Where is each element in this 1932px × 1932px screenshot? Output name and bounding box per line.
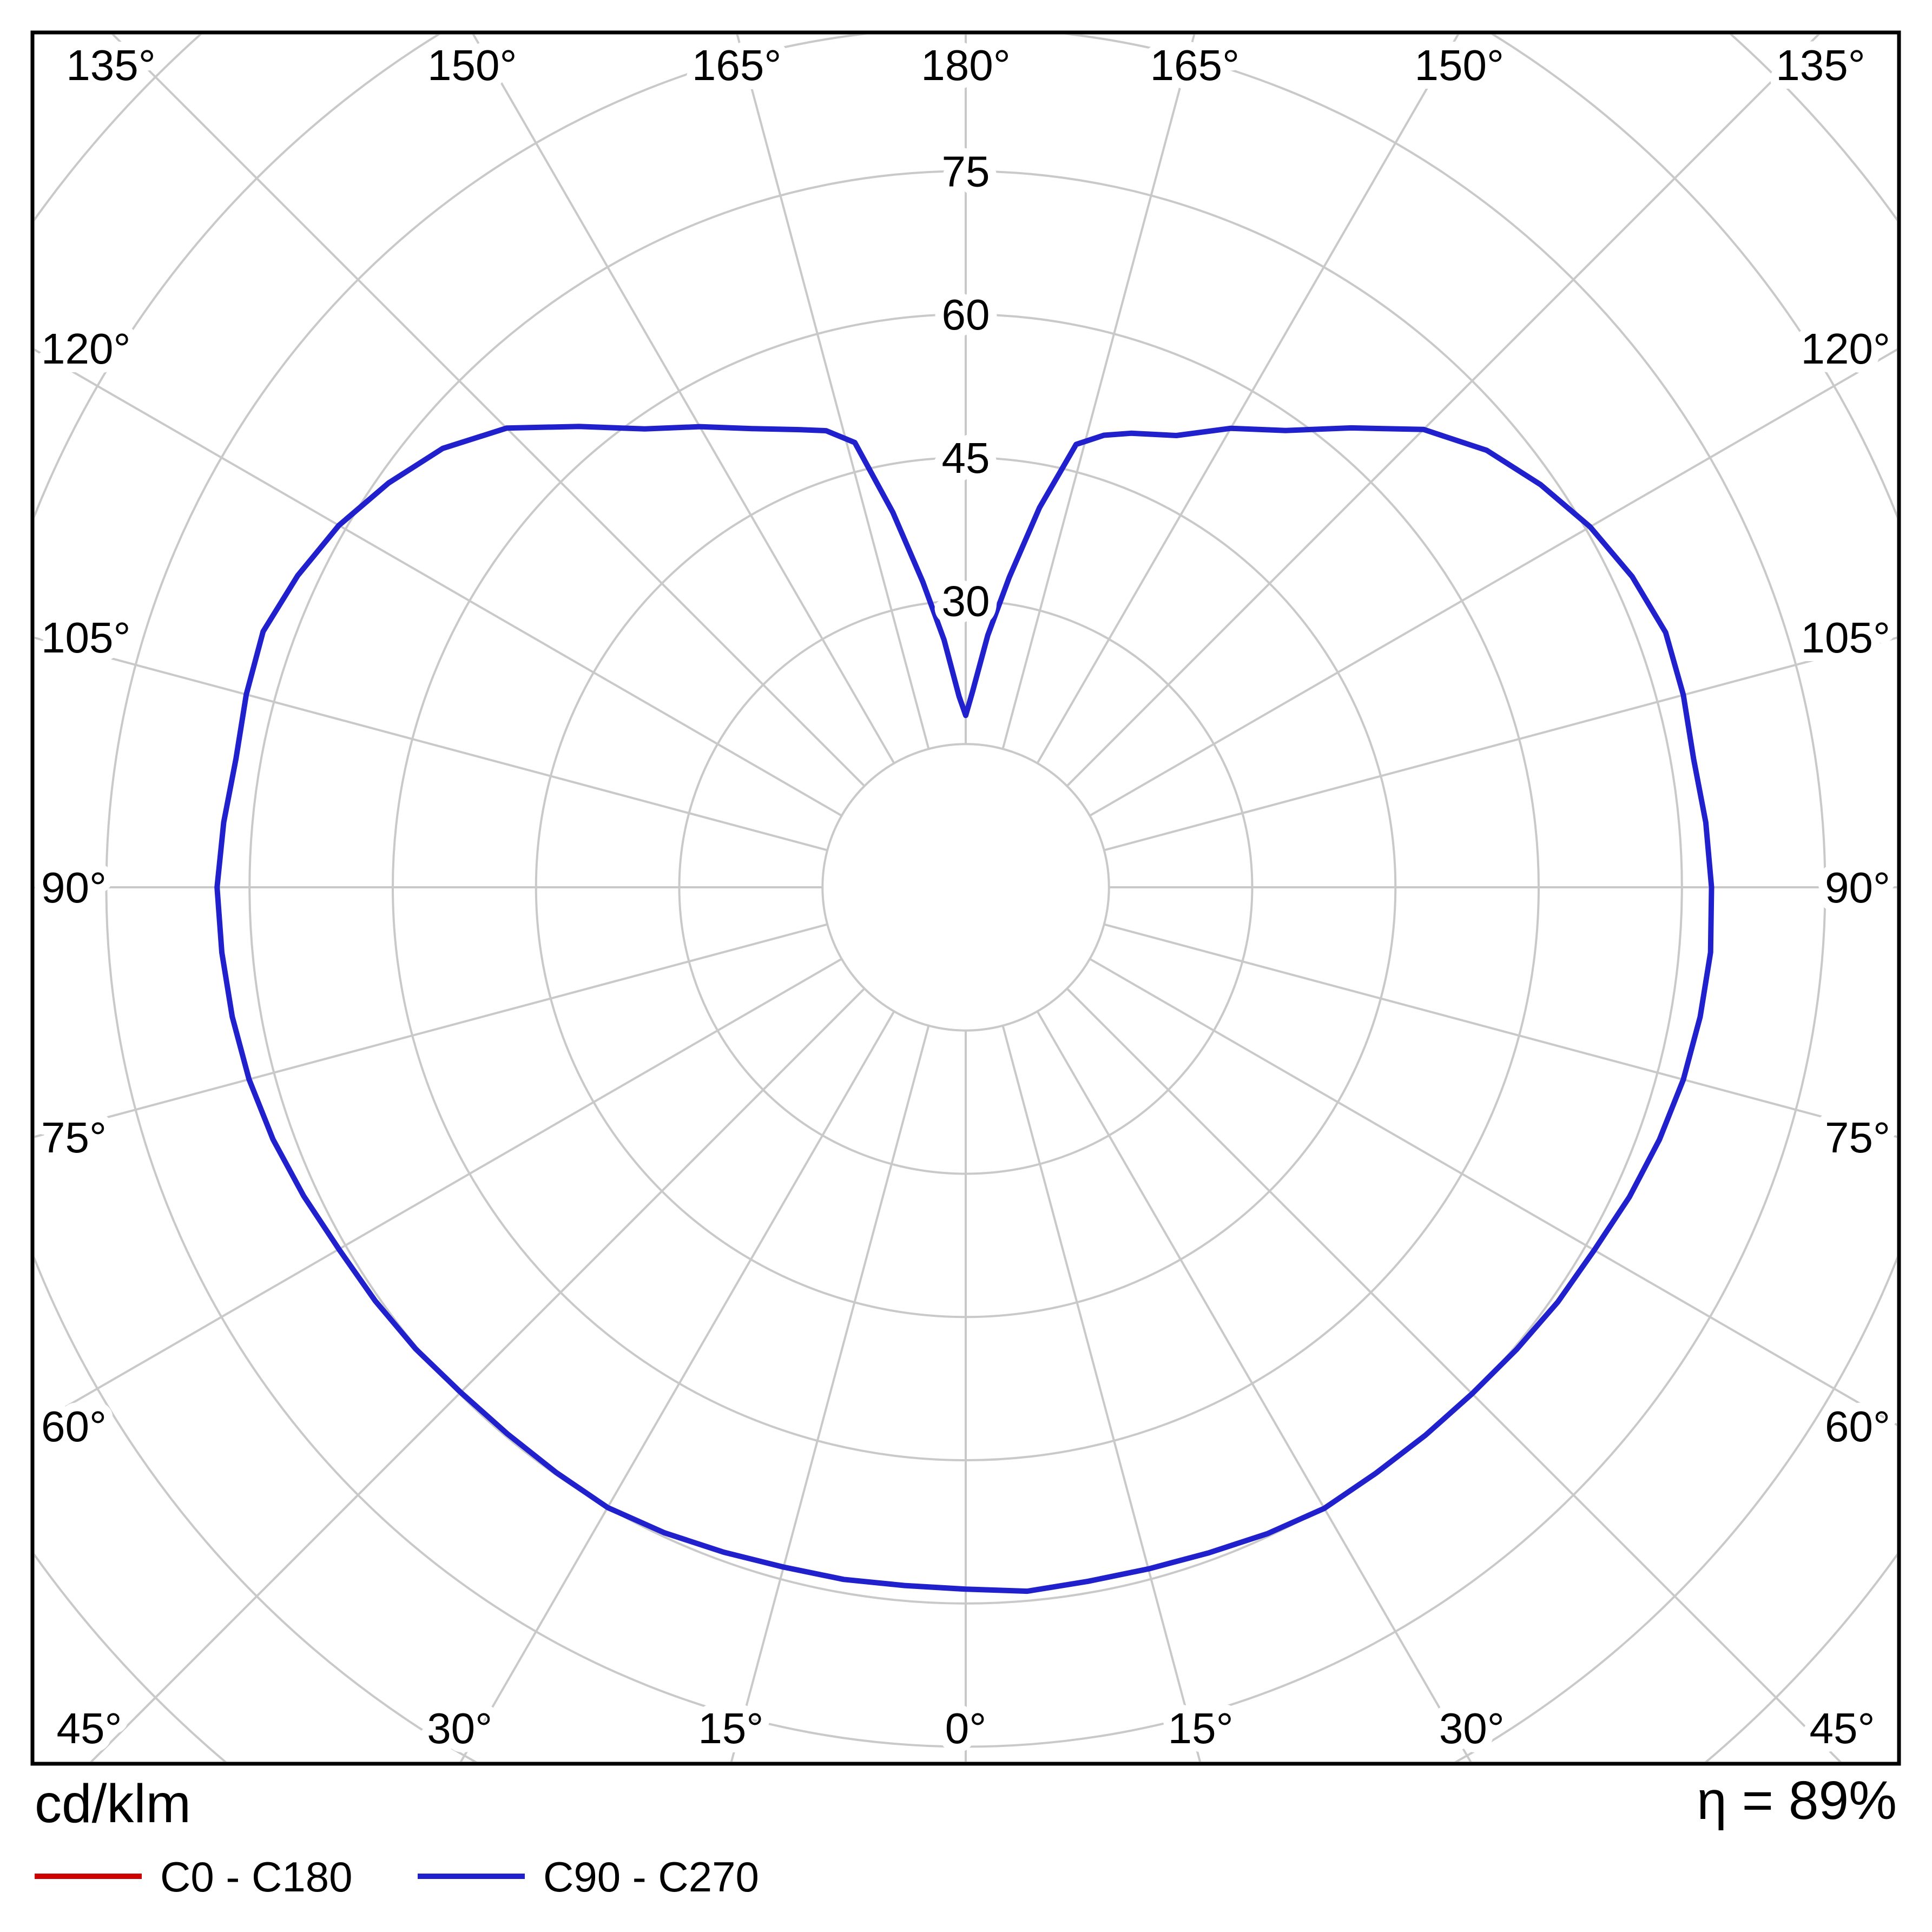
angle-label-75-right: 75° — [1825, 1113, 1890, 1162]
legend: C0 - C180 C90 - C270 — [35, 1853, 759, 1901]
angle-label-60-right: 60° — [1825, 1402, 1890, 1450]
angle-label-75-left: 75° — [41, 1113, 107, 1162]
grid-ray-45-left — [90, 987, 866, 1762]
angle-label-45-left: 45° — [57, 1704, 122, 1752]
radial-label-60: 60 — [942, 291, 990, 339]
angle-label-30-right: 30° — [1439, 1704, 1505, 1752]
angle-label-90-right: 90° — [1825, 863, 1890, 912]
unit-label: cd/klm — [35, 1773, 191, 1834]
radial-label-45: 45 — [942, 434, 990, 482]
angle-label-60-left: 60° — [41, 1402, 107, 1450]
legend-label-c90-c270: C90 - C270 — [543, 1853, 759, 1901]
angle-label-165-left: 165° — [692, 41, 781, 89]
grid-ray-30-left — [459, 1011, 895, 1762]
grid-ray-135-right — [1066, 35, 1820, 787]
angle-label-105-left: 105° — [41, 614, 130, 662]
grid-ray-120-right — [1089, 348, 1897, 817]
angle-label-180: 180° — [921, 41, 1010, 89]
radial-label-30: 30 — [942, 577, 990, 625]
grid-ray-105-right — [1104, 636, 1897, 852]
curve-c90-c270 — [214, 424, 1715, 1594]
grid-ray-30-right — [1036, 1011, 1472, 1762]
grid-ray-165-right — [1001, 35, 1196, 749]
angle-label-15-left: 15° — [698, 1704, 763, 1752]
grid-ray-120-left — [35, 348, 842, 817]
grid-ray-15-right — [1001, 1025, 1202, 1762]
angle-label-165-right: 165° — [1150, 41, 1239, 89]
angle-label-150-right: 150° — [1414, 41, 1504, 89]
efficiency-label: η = 89% — [1697, 1770, 1897, 1831]
angle-label-30-left: 30° — [427, 1704, 492, 1752]
legend-label-c0-c180: C0 - C180 — [160, 1853, 353, 1901]
grid-ray-15-left — [730, 1025, 930, 1762]
angle-label-135-right: 135° — [1776, 41, 1865, 89]
intensity-curves — [214, 424, 1715, 1594]
grid-ray-150-right — [1036, 35, 1460, 764]
angle-label-0: 0° — [945, 1704, 986, 1752]
radial-label-75: 75 — [942, 147, 990, 195]
grid-ray-105-left — [35, 636, 828, 852]
grid-ring-15 — [821, 743, 1110, 1032]
angle-label-120-right: 120° — [1801, 325, 1890, 373]
grid-ray-135-left — [111, 35, 866, 787]
grid-ray-60-left — [35, 958, 842, 1426]
angle-label-15-right: 15° — [1168, 1704, 1234, 1752]
axis-labels: 0° 15° 15° 30° 30° 45° 45° 60° 60° 75° 75° 90° 90° 10… — [32, 32, 1899, 1761]
angle-label-135-left: 135° — [66, 41, 155, 89]
grid-ray-75-right — [1104, 923, 1897, 1138]
angle-label-120-left: 120° — [41, 325, 130, 373]
grid-ray-60-right — [1089, 958, 1897, 1426]
grid-ray-165-left — [736, 35, 930, 749]
angle-label-150-left: 150° — [427, 41, 517, 89]
angle-label-105-right: 105° — [1801, 614, 1890, 662]
angle-label-90-left: 90° — [41, 863, 107, 912]
grid-ray-45-right — [1066, 987, 1842, 1762]
grid-ray-75-left — [35, 923, 828, 1138]
plot-frame — [30, 30, 1901, 1766]
angle-label-45-right: 45° — [1810, 1704, 1875, 1752]
grid-ray-150-left — [472, 35, 895, 764]
